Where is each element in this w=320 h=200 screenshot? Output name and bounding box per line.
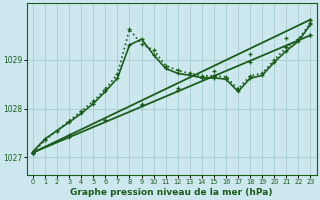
X-axis label: Graphe pression niveau de la mer (hPa): Graphe pression niveau de la mer (hPa) <box>70 188 273 197</box>
